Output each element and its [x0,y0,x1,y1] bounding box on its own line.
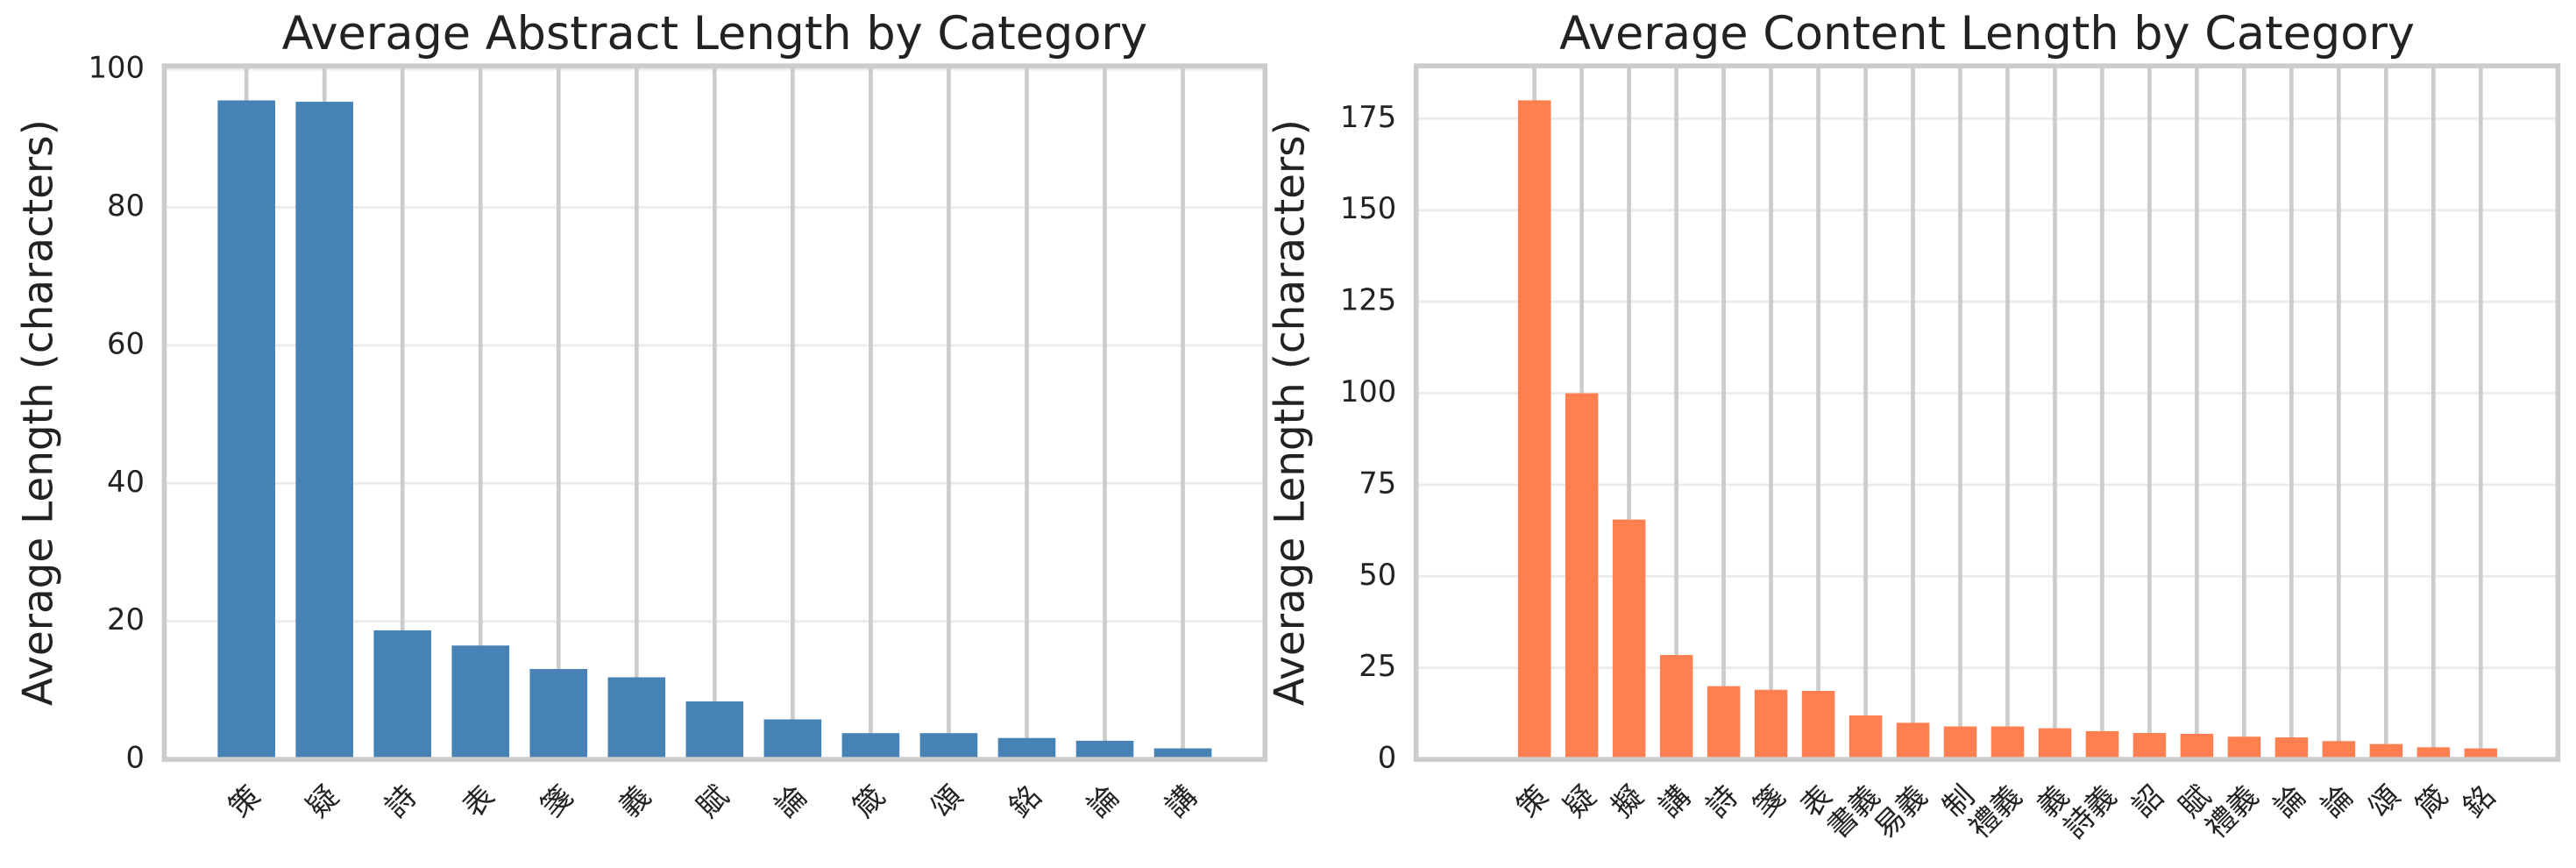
x-tick-label: 賦 [691,779,735,823]
y-tick-label: 20 [107,602,145,637]
y-tick-label: 100 [1340,374,1396,409]
x-tick-label: 禮義 [2199,779,2265,844]
bar [1612,519,1646,760]
x-tick-label: 論 [2267,779,2312,823]
x-tick-label: 箋 [1747,779,1792,823]
bar [1943,726,1977,760]
bar [217,100,275,760]
axes-frame [161,63,1268,762]
x-tick-label: 策 [1510,779,1555,823]
x-tick-label: 銘 [1003,779,1047,823]
x-tick-label: 論 [1081,779,1125,823]
bar [1896,722,1930,760]
x-tick-label: 詩 [378,779,422,823]
x-tick-label: 疑 [1558,779,1602,823]
plot: 0255075100125150175策疑擬講詩箋表書義易義 制禮義 義詩義詔賦禮義… [1267,7,2561,845]
bar [919,733,978,760]
y-tick-label: 50 [1359,558,1396,592]
y-tick-label: 75 [1359,466,1396,500]
bar [1801,691,1835,760]
bar [2132,733,2167,760]
x-tick-label: 銘 [2456,779,2501,823]
x-tick-label: 論 [769,779,813,823]
y-tick-label: 0 [125,741,144,775]
chart-title: Average Abstract Length by Category [282,7,1147,60]
bar [1754,689,1788,760]
plot: 020406080100策疑詩表箋義賦論箴頌銘論講Average Abstrac… [15,7,1268,824]
y-axis-label: Average Length (characters) [15,119,62,706]
bar [2180,733,2214,760]
y-tick-label: 80 [107,189,145,223]
x-tick-label: 論 [2315,779,2360,823]
bar [2464,748,2498,760]
x-tick-label: 表 [456,779,500,823]
y-tick-label: 60 [107,326,145,360]
bar [1991,726,2025,760]
x-tick-label: 講 [1652,779,1697,823]
bar [1565,393,1599,760]
bar [1517,100,1551,760]
bar [607,677,666,760]
x-tick-label: 箋 [534,779,578,823]
bar [2085,730,2119,760]
bar [1075,740,1134,760]
bar [2369,743,2403,760]
bar [2274,737,2309,760]
bar [295,102,353,760]
bar [2416,747,2451,760]
bar [1153,748,1212,760]
y-tick-label: 25 [1359,649,1396,683]
x-tick-label: 易義 [1868,779,1934,844]
x-tick-label: 禮義 [1962,779,2028,844]
bar [685,701,744,760]
x-tick-label: 頌 [2362,779,2407,823]
bar [997,737,1056,760]
x-tick-label: 箴 [847,779,891,823]
x-tick-label: 策 [222,779,266,823]
y-tick-label: 175 [1340,100,1396,134]
bar [841,733,900,760]
y-tick-label: 100 [89,51,145,85]
bar [1659,655,1693,760]
bar [451,645,510,760]
x-tick-label: 疑 [300,779,344,823]
x-tick-label: 詔 [2125,779,2170,823]
bar [2322,741,2356,760]
y-tick-label: 0 [1378,741,1396,775]
x-tick-label: 頌 [925,779,969,823]
x-tick-label: 講 [1159,779,1203,823]
axes-frame [1413,63,2561,762]
y-tick-label: 40 [107,465,145,499]
bar [1849,715,1883,760]
bar [2038,728,2072,760]
y-axis-label: Average Length (characters) [1267,119,1315,706]
x-tick-label: 義 [613,779,657,823]
x-tick-label: 詩 [1700,779,1744,823]
bar [2227,736,2261,760]
bar [373,630,432,760]
x-tick-label: 箴 [2409,779,2453,823]
y-tick-label: 150 [1340,191,1396,225]
bar [529,669,588,760]
x-tick-label: 擬 [1605,779,1650,823]
bar [763,719,822,760]
y-tick-label: 125 [1340,283,1396,317]
x-tick-label: 詩義 [2057,779,2123,844]
chart-title: Average Content Length by Category [1559,7,2415,60]
bar [1707,686,1741,760]
